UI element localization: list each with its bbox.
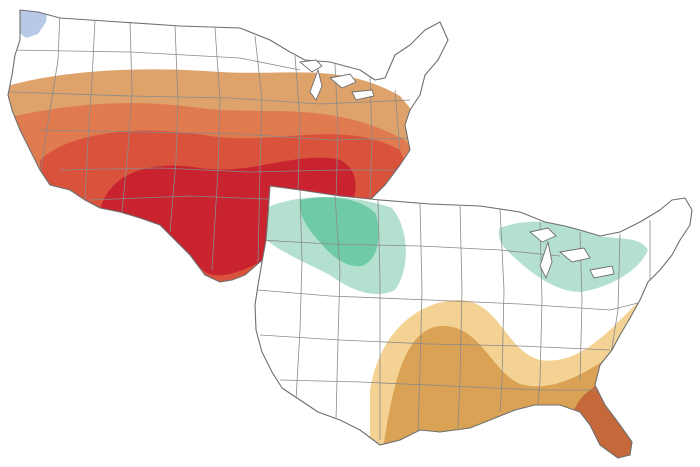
temperature-state-boundaries [9, 11, 411, 271]
precipitation-map [254, 185, 693, 459]
temperature-below-light-region [16, 10, 48, 38]
precipitation-above-mid-region [299, 197, 379, 267]
precipitation-state-boundaries [257, 189, 651, 440]
precipitation-map-outline [254, 185, 693, 459]
temperature-great-lakes [298, 59, 375, 101]
precipitation-great-lakes [529, 227, 615, 280]
